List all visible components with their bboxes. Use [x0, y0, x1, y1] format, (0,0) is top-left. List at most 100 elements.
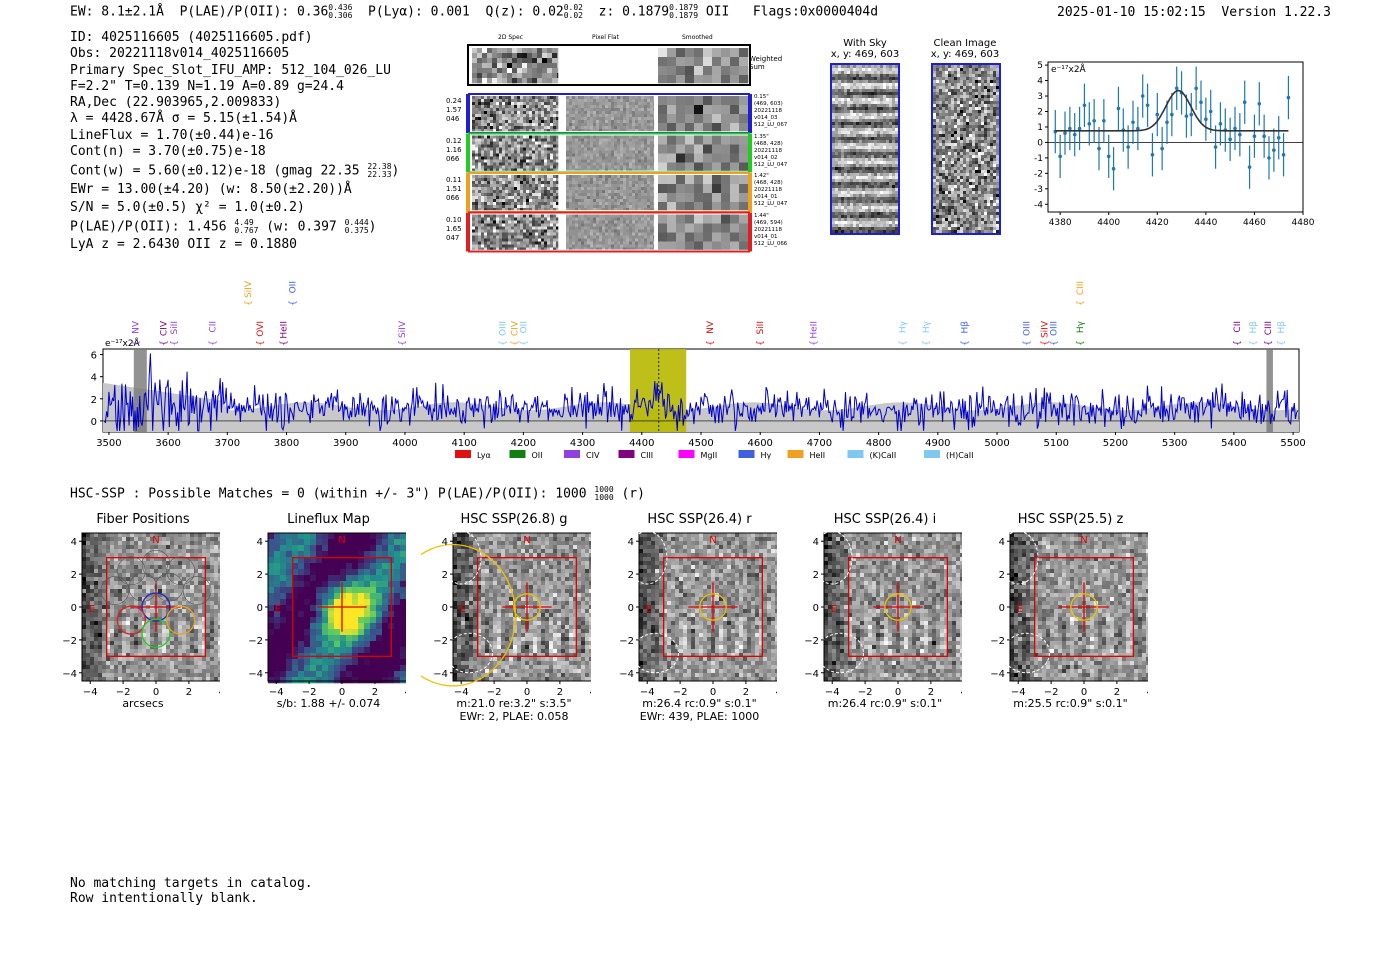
cutout-left-text: 1.65 — [446, 224, 462, 233]
cutout-left-text: 066 — [446, 154, 460, 163]
zoom-data-point — [1228, 137, 1232, 142]
cutout-right-text: 512_LU_066 — [754, 240, 788, 247]
spec-legend-label: MgII — [701, 451, 718, 460]
spec-x-tick-label: 3600 — [155, 438, 180, 449]
spec-line-label-text: OVI — [256, 321, 266, 337]
zoom-y-tick-label: 3 — [1037, 92, 1043, 102]
spec-legend-label: HeII — [810, 451, 826, 460]
spec-x-tick-label: 3800 — [274, 438, 299, 449]
hsc-y-tick-label: 4 — [442, 537, 448, 548]
header-bar: EW: 8.1±2.1Å P(LAE)/P(OII): 0.360.436 0.3… — [70, 4, 878, 20]
cutout-left-text: 1.51 — [446, 185, 462, 193]
spec-line-label: CIV { — [510, 320, 520, 346]
zoom-y-tick-label: 4 — [1037, 77, 1043, 87]
hsc-panel-caption-3: EWr: 439, PLAE: 1000 — [639, 710, 760, 723]
hsc-x-tick-label: −2 — [301, 687, 316, 698]
cutout-right-text: 20221118 — [754, 108, 782, 114]
cutout-left-text: 046 — [446, 115, 460, 123]
cutout-color-bar-1 — [466, 133, 469, 173]
hsc-panel-caption-0: arcsecs — [122, 697, 164, 710]
spec-line-label-text: NV — [132, 320, 142, 334]
spec-line-label-brace: { — [1076, 340, 1086, 346]
hsc-image-2 — [453, 533, 591, 682]
zoom-y-tick-label: -1 — [1034, 154, 1043, 164]
cutout-right-text: (469, 603) — [754, 101, 783, 107]
zoom-data-point — [1097, 146, 1101, 151]
zoom-data-point — [1092, 118, 1096, 123]
zoom-data-point — [1286, 95, 1291, 100]
zoom-data-point — [1170, 112, 1174, 117]
zoom-x-tick-label: 4460 — [1243, 218, 1266, 228]
hsc-x-tick-label: −4 — [268, 687, 283, 698]
spec-line-label: Hβ { — [1277, 321, 1287, 346]
full-spectrum-plot: 3500 3600 3700 3800 3900 4000 4100 4200 4300 4400… — [91, 280, 1306, 460]
spec-x-tick-label: 4300 — [570, 438, 595, 449]
fiber-circle — [141, 618, 171, 648]
cutout-right-text: 512_LU_067 — [754, 122, 788, 128]
spec-line-label-text: CIII — [1264, 321, 1274, 335]
hsc-aperture-circle — [698, 593, 727, 621]
clean-image — [931, 63, 1001, 235]
zoom-data-point — [1276, 135, 1281, 140]
zoom-fit-plot: 4380 4400 4420 4440 4460 4480 -4 -3 -2 -1 0 1 2 3 4 5 e⁻… — [1034, 61, 1315, 228]
hsc-y-tick-label: −2 — [990, 636, 1005, 647]
zoom-fit-curve — [1055, 89, 1289, 132]
spec-legend-swatch — [924, 450, 940, 458]
zoom-data-point — [1150, 152, 1155, 157]
hsc-x-tick-label: −4 — [1010, 687, 1025, 698]
hsc-y-tick-label: −4 — [62, 669, 77, 680]
spec-x-tick-label: 3900 — [333, 438, 358, 449]
hsc-aperture-circle — [513, 593, 541, 621]
hsc-x-tick-label: 4 — [961, 687, 962, 698]
hsc-neighbor-ellipse — [626, 530, 667, 585]
zoom-data-point — [1087, 122, 1092, 126]
cutout-left-text: 0.24 — [446, 97, 462, 105]
hsc-y-tick-label: 0 — [71, 603, 77, 614]
cutout-spec-0 — [472, 96, 559, 132]
zoom-data-point — [1252, 134, 1257, 139]
hsc-panel-title-2: HSC SSP(26.8) g — [460, 512, 568, 527]
zoom-data-point — [1174, 86, 1179, 91]
zoom-data-point — [1116, 106, 1121, 111]
spec-line-label: SiII { — [756, 321, 766, 346]
spec-x-tick-label: 4600 — [747, 438, 772, 449]
hsc-y-tick-label: −2 — [433, 636, 448, 647]
hsc-x-tick-label: 4 — [590, 687, 591, 698]
qz-value: Q(z): 0.02 — [485, 4, 564, 20]
spec-line-label-text: CIV — [510, 320, 520, 336]
info-lya-z: LyA z = 2.6430 OII z = 0.1880 — [70, 236, 297, 252]
spec-legend-swatch — [847, 450, 864, 458]
hsc-panel-caption-2: m:21.0 re:3.2" s:3.5" — [456, 697, 572, 710]
spec-x-tick-label: 3700 — [215, 438, 240, 449]
hsc-y-tick-label: −4 — [804, 669, 819, 680]
hsc-y-tick-label: −2 — [619, 636, 634, 647]
hsc-image-5 — [1009, 533, 1148, 682]
spec-legend-swatch — [455, 450, 471, 458]
hsc-panel-caption-5: m:25.5 rc:0.9" s:0.1" — [1013, 697, 1128, 710]
spec-line-label-brace: { — [960, 340, 970, 346]
fiber-circle-faint — [182, 576, 212, 605]
cutout-color-bar-right-3 — [749, 212, 752, 252]
zoom-data-point — [1131, 120, 1135, 125]
spec-x-tick-label: 5100 — [1044, 438, 1069, 449]
hsc-y-tick-label: 4 — [627, 537, 633, 548]
hsc-panel-caption-3: m:26.4 rc:0.9" s:0.1" — [642, 697, 757, 710]
spec-x-tick-label: 4400 — [629, 438, 654, 449]
spec-line-label-brace: { — [1023, 340, 1033, 346]
hsc-y-tick-label: 4 — [71, 537, 77, 548]
cutout-spec-3 — [472, 214, 559, 250]
hsc-x-tick-label: 0 — [895, 687, 901, 698]
info-id: ID: 4025116605 (4025116605.pdf) — [70, 30, 313, 45]
hsc-aperture-circle — [884, 593, 912, 621]
spec-legend-swatch — [738, 450, 755, 458]
spec-legend-label: CIV — [586, 451, 600, 460]
zoom-data-point — [1106, 154, 1111, 159]
hsc-north-label: N — [523, 535, 530, 546]
hsc-x-tick-label: 2 — [557, 687, 563, 698]
cutout-left-text: 1.57 — [446, 106, 462, 114]
hsc-image-4 — [824, 533, 962, 682]
spec-line-label-brace: { — [706, 340, 716, 346]
hsc-y-tick-label: −2 — [248, 636, 263, 647]
zoom-y-tick-label: 2 — [1037, 107, 1043, 117]
spec-line-label-brace: { — [398, 340, 408, 346]
